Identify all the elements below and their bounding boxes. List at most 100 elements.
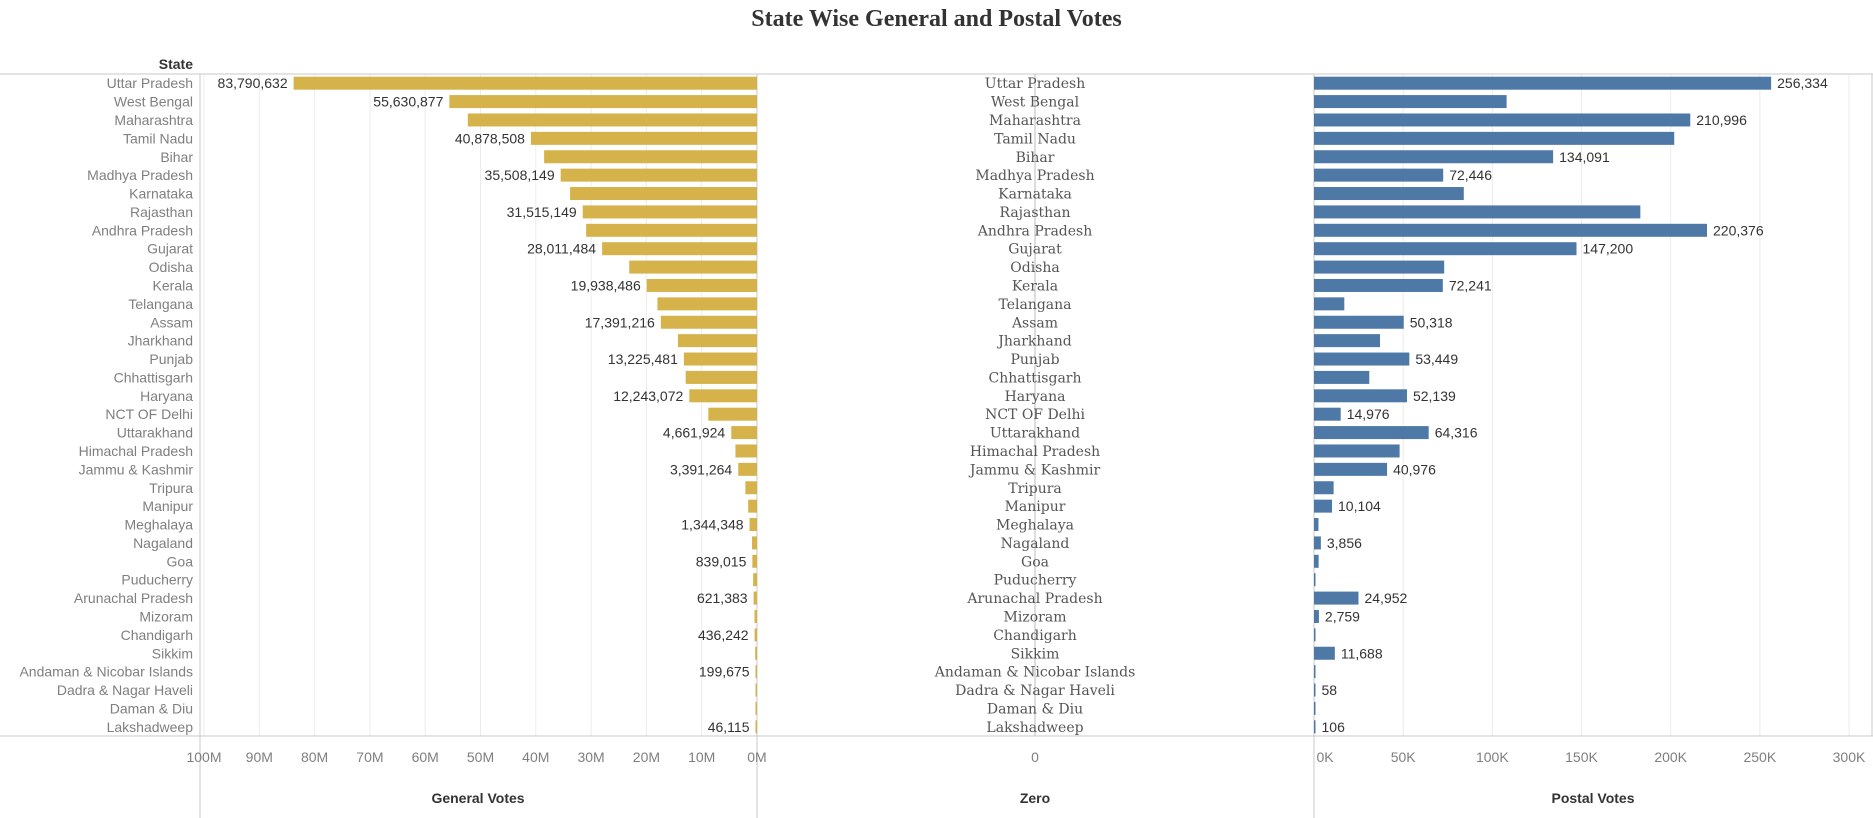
center-state-label: Himachal Pradesh [970,444,1100,460]
general-votes-bar [754,609,757,623]
postal-votes-value-label: 72,241 [1449,277,1492,293]
general-votes-bar [582,205,757,219]
general-votes-value-label: 46,115 [708,719,750,735]
center-state-label: Andaman & Nicobar Islands [934,665,1136,681]
center-state-label: Daman & Diu [987,701,1083,717]
postal-votes-value-label: 10,104 [1338,498,1381,514]
state-label: Odisha [149,259,194,275]
state-label: Rajasthan [130,204,193,220]
center-state-label: Tamil Nadu [994,131,1076,147]
postal-votes-value-label: 210,996 [1696,112,1747,128]
general-votes-bar [754,628,757,642]
center-state-label: Kerala [1012,278,1058,294]
postal-votes-value-label: 3,856 [1327,535,1362,551]
general-votes-bar [586,223,757,237]
state-label: Mizoram [139,608,193,624]
postal-votes-bar [1314,150,1554,164]
general-tick-label: 10M [688,749,715,765]
center-state-label: Madhya Pradesh [975,168,1094,184]
center-state-label: NCT OF Delhi [985,407,1085,423]
general-votes-bar [752,536,757,550]
zero-axis-title: Zero [1020,790,1050,806]
general-votes-bar [755,720,757,734]
postal-votes-bar [1314,297,1345,311]
frame-layer [0,73,1873,818]
state-label: Dadra & Nagar Haveli [57,682,193,698]
general-tick-label: 0M [747,749,766,765]
general-votes-value-label: 35,508,149 [485,167,555,183]
general-votes-value-label: 4,661,924 [663,425,725,441]
state-label: West Bengal [114,94,193,110]
center-state-label: West Bengal [991,95,1080,111]
postal-votes-value-label: 72,446 [1449,167,1492,183]
postal-votes-value-label: 134,091 [1559,149,1610,165]
general-tick-label: 50M [467,749,494,765]
state-label: Andaman & Nicobar Islands [19,664,193,680]
general-votes-bar [738,462,757,476]
center-state-label: Uttarakhand [990,426,1080,442]
general-votes-bar [755,665,757,679]
postal-votes-bar [1314,315,1404,329]
postal-tick-label: 200K [1654,749,1687,765]
state-label: Jharkhand [128,333,193,349]
general-votes-bar [449,95,757,109]
postal-votes-value-label: 40,976 [1393,461,1436,477]
state-label: NCT OF Delhi [105,406,193,422]
general-tick-label: 100M [186,749,221,765]
postal-votes-bar [1314,462,1388,476]
postal-votes-bar [1314,370,1370,384]
center-state-label: Sikkim [1011,646,1060,662]
center-state-label: Mizoram [1004,609,1067,625]
general-votes-bar [753,573,757,587]
general-votes-value-label: 19,938,486 [571,277,641,293]
general-tick-label: 60M [412,749,439,765]
state-label: Nagaland [133,535,193,551]
general-votes-bar [749,518,757,532]
state-label: Kerala [153,277,194,293]
postal-votes-bar [1314,481,1334,495]
postal-votes-value-label: 106 [1322,719,1346,735]
postal-tick-label: 250K [1743,749,1776,765]
general-votes-value-label: 40,878,508 [455,130,525,146]
postal-votes-bar [1314,407,1341,421]
postal-votes-bar [1314,609,1319,623]
postal-votes-value-label: 2,759 [1325,608,1360,624]
general-tick-label: 20M [633,749,660,765]
row-header: State [159,56,193,72]
state-label: Jammu & Kashmir [79,461,194,477]
general-votes-bar [660,315,757,329]
general-votes-value-label: 28,011,484 [527,241,596,257]
general-votes-bar [752,554,757,568]
general-votes-bar [560,168,757,182]
zero-tick-label: 0 [1031,749,1039,765]
center-state-label: Meghalaya [996,518,1074,534]
axis-layer: 100M 90M 80M 70M 60M 50M 40M 30M 20M 10M 0M 0K 50K 10… [186,749,1866,765]
center-state-label: Assam [1011,315,1058,331]
general-votes-bar [530,131,757,145]
general-votes-value-label: 12,243,072 [613,388,683,404]
general-votes-bar [685,370,757,384]
postal-votes-bar [1314,223,1708,237]
center-state-label: Punjab [1010,352,1059,368]
general-votes-bar [544,150,757,164]
general-tick-label: 70M [356,749,383,765]
postal-votes-bar [1314,628,1316,642]
state-label: Arunachal Pradesh [74,590,193,606]
bars-layer [293,76,1772,734]
postal-votes-bar [1314,518,1319,532]
general-votes-axis-title: General Votes [431,790,524,806]
general-votes-value-label: 83,790,632 [218,75,288,91]
center-state-label: Bihar [1016,150,1055,166]
state-label: Uttar Pradesh [107,75,193,91]
general-votes-bar [293,76,757,90]
postal-tick-label: 100K [1476,749,1509,765]
state-label: Assam [150,314,193,330]
general-votes-value-label: 839,015 [696,553,747,569]
general-votes-value-label: 55,630,877 [373,94,443,110]
state-label: Meghalaya [125,517,194,533]
center-state-label: Goa [1021,554,1049,570]
labels-layer: Uttar Pradesh Uttar Pradesh 83,790,632 256,… [19,75,1827,736]
general-votes-value-label: 31,515,149 [507,204,577,220]
general-votes-value-label: 3,391,264 [670,461,732,477]
center-state-label: Maharashtra [989,113,1081,129]
